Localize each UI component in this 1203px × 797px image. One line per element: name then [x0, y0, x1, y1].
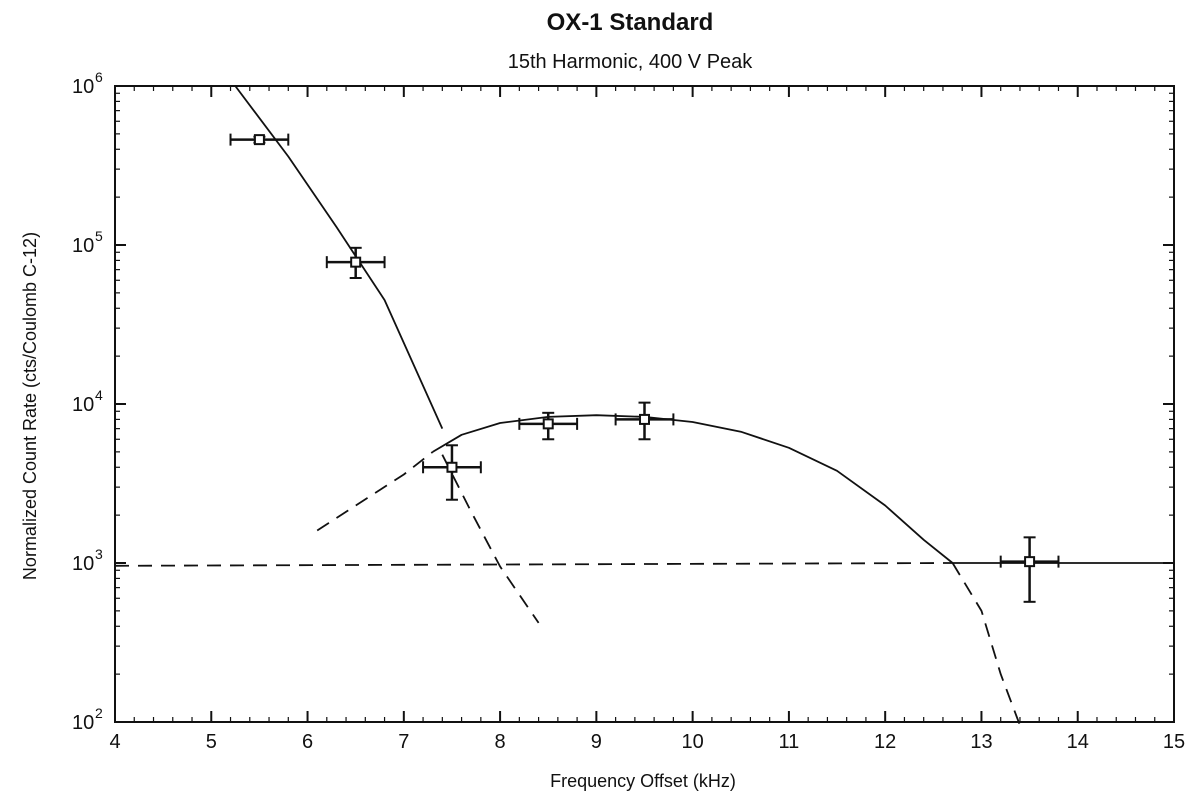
dashed-curve	[316, 451, 434, 532]
data-point	[614, 401, 675, 441]
solid-curve	[234, 85, 444, 429]
x-tick-label: 13	[970, 731, 992, 753]
x-tick-label: 5	[206, 731, 217, 753]
dashed-curve	[951, 562, 1021, 726]
data-point	[999, 536, 1060, 603]
data-point	[518, 411, 579, 441]
fit-curves	[114, 85, 1174, 726]
y-axis-label: Normalized Count Rate (cts/Coulomb C-12)	[20, 232, 40, 580]
data-point	[229, 133, 290, 146]
chart-subtitle: 15th Harmonic, 400 V Peak	[508, 51, 754, 73]
y-tick-exponent: 2	[95, 705, 103, 721]
data-marker	[1024, 556, 1036, 568]
data-marker	[639, 413, 650, 425]
dashed-curve	[114, 562, 953, 567]
y-tick-base: 10	[72, 394, 94, 416]
data-marker	[350, 256, 362, 268]
data-points	[229, 133, 1060, 603]
x-tick-label: 9	[591, 731, 602, 753]
x-tick-label: 11	[779, 731, 800, 753]
x-tick-label: 10	[682, 731, 704, 753]
y-tick-exponent: 5	[95, 228, 103, 244]
dashed-curve	[441, 454, 540, 624]
data-marker	[446, 461, 458, 473]
x-tick-label: 6	[302, 731, 313, 753]
y-tick-base: 10	[72, 712, 94, 734]
x-tick-label: 4	[109, 731, 120, 753]
x-axis-label: Frequency Offset (kHz)	[550, 771, 736, 791]
y-tick-exponent: 4	[95, 387, 103, 403]
x-tick-label: 12	[874, 731, 896, 753]
x-tick-label: 7	[398, 731, 409, 753]
x-tick-label: 14	[1067, 731, 1089, 753]
y-tick-exponent: 3	[95, 546, 103, 562]
data-point	[325, 246, 386, 280]
y-tick-base: 10	[72, 76, 94, 98]
solid-curve	[432, 414, 954, 564]
y-tick-base: 10	[72, 235, 94, 257]
chart-title: OX-1 Standard	[547, 9, 714, 36]
data-point	[422, 444, 482, 501]
y-tick-exponent: 6	[95, 69, 103, 85]
y-tick-base: 10	[72, 553, 94, 575]
data-marker	[542, 418, 554, 430]
x-tick-label: 8	[495, 731, 506, 753]
data-marker	[253, 134, 265, 146]
x-tick-label: 15	[1163, 731, 1185, 753]
